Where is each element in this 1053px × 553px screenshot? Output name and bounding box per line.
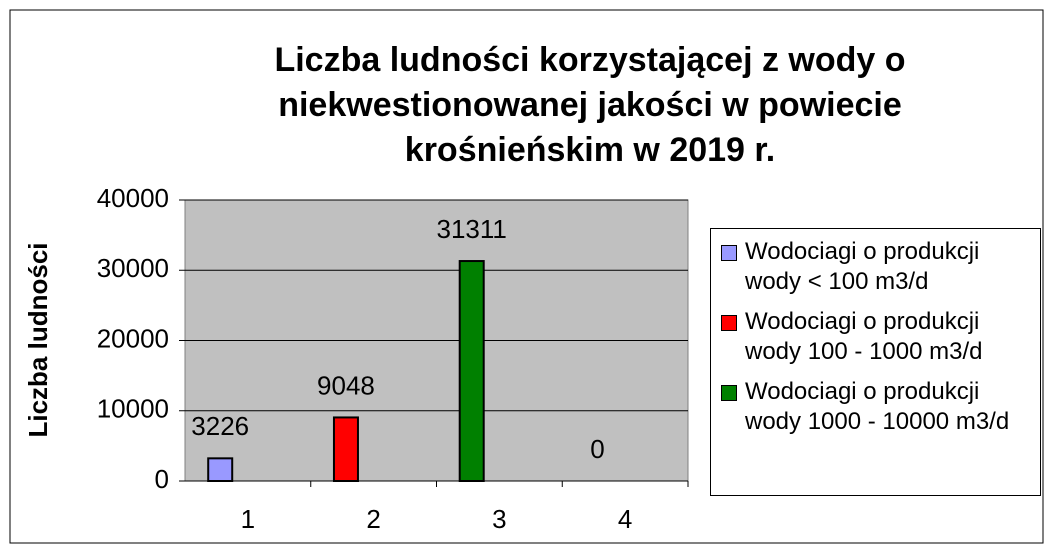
legend-label: Wodociagi o produkcji wody 100 - 1000 m3… bbox=[745, 308, 983, 365]
legend-entry: Wodociagi o produkcji wody 100 - 1000 m3… bbox=[717, 307, 1034, 367]
legend-swatch bbox=[721, 245, 737, 261]
legend-label: Wodociagi o produkcji wody < 100 m3/d bbox=[745, 238, 980, 295]
y-axis-label: Liczba ludności bbox=[23, 242, 53, 437]
y-tick-label: 30000 bbox=[97, 253, 169, 283]
x-tick-label: 4 bbox=[618, 504, 632, 534]
legend-entry: Wodociagi o produkcji wody 1000 - 10000 … bbox=[717, 377, 1034, 437]
chart-title: krośnieńskim w 2019 r. bbox=[405, 131, 775, 169]
x-tick-label: 1 bbox=[241, 504, 255, 534]
x-tick-label: 2 bbox=[366, 504, 380, 534]
y-tick-label: 40000 bbox=[97, 183, 169, 213]
legend: Wodociagi o produkcji wody < 100 m3/d Wod… bbox=[710, 228, 1041, 496]
chart-title: niekwestionowanej jakości w powiecie bbox=[278, 86, 902, 124]
y-tick-label: 20000 bbox=[97, 323, 169, 353]
bar bbox=[207, 457, 234, 482]
legend-label: Wodociagi o produkcji wody 1000 - 10000 … bbox=[745, 378, 1010, 435]
legend-entry: Wodociagi o produkcji wody < 100 m3/d bbox=[717, 237, 1034, 297]
data-label: 31311 bbox=[437, 214, 507, 244]
chart-title: Liczba ludności korzystającej z wody o bbox=[274, 41, 905, 79]
bar bbox=[458, 260, 485, 482]
legend-swatch bbox=[721, 385, 737, 401]
bar bbox=[332, 416, 359, 483]
data-label: 0 bbox=[590, 434, 604, 464]
legend-swatch bbox=[721, 315, 737, 331]
y-tick-label: 10000 bbox=[97, 394, 169, 424]
data-label: 9048 bbox=[317, 370, 375, 400]
y-tick-label: 0 bbox=[155, 464, 169, 494]
x-tick-label: 3 bbox=[492, 504, 506, 534]
data-label: 3226 bbox=[191, 411, 249, 441]
